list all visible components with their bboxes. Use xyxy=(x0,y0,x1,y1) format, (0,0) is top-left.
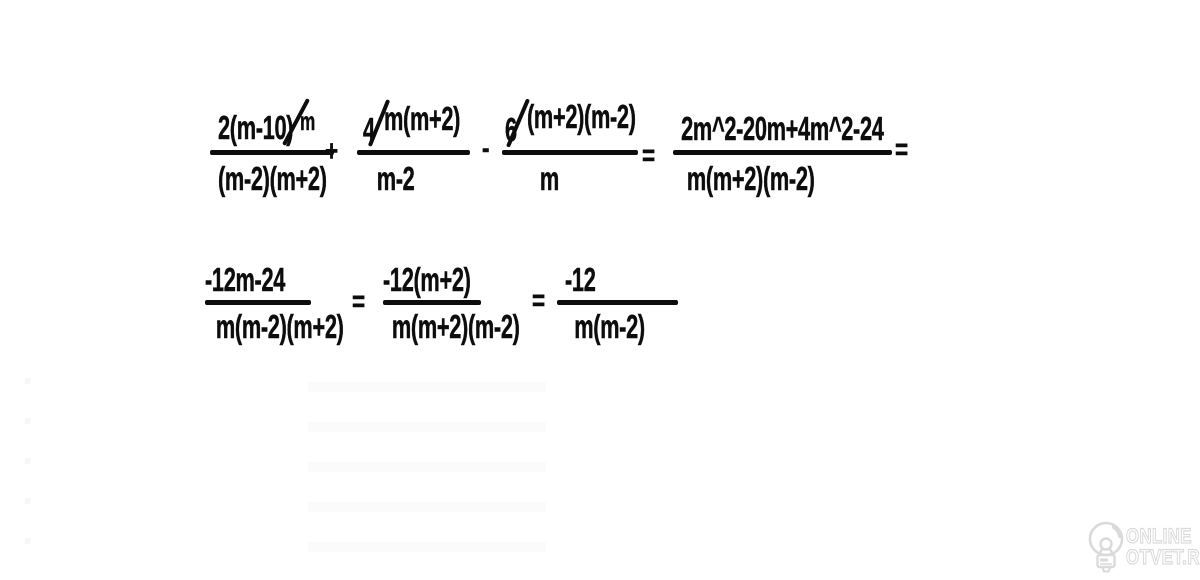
equals-operator: = xyxy=(895,133,909,166)
fraction-4-denominator: m(m+2)(m-2) xyxy=(673,155,892,201)
fraction-bar xyxy=(210,150,334,155)
numerator-text: 6 xyxy=(505,111,517,148)
numerator-text: 2m^2-20m+4m^2-24 xyxy=(681,110,884,147)
faint-watermark-pattern xyxy=(308,382,546,580)
fraction-bar xyxy=(673,150,892,155)
fraction-7-numerator: -12 xyxy=(557,254,678,300)
numerator-text: 2(m-10) xyxy=(218,109,294,146)
equals-operator: = xyxy=(642,139,656,172)
fraction-2-denominator: m-2 xyxy=(357,155,470,201)
fraction-7-denominator: m(m-2) xyxy=(557,305,678,347)
numerator-text: -12(m+2) xyxy=(383,261,471,298)
watermark-line2: OTVET.RU xyxy=(1126,546,1200,569)
site-watermark: ONLINE OTVET.RU xyxy=(1083,518,1200,576)
plus-operator: + xyxy=(325,135,339,168)
denominator-text: m(m+2)(m-2) xyxy=(686,159,815,197)
fraction-bar xyxy=(205,300,311,305)
extra-multiplier: m(m+2) xyxy=(384,100,461,137)
fraction-3-denominator: m xyxy=(502,155,638,201)
fraction-7: -12 m(m-2) xyxy=(557,254,678,347)
fraction-5: -12m-24 m(m-2)(m+2) xyxy=(205,254,345,347)
extra-multiplier: (m+2)(m-2) xyxy=(527,98,636,135)
fraction-4-numerator: 2m^2-20m+4m^2-24 xyxy=(673,98,892,150)
watermark-text: ONLINE OTVET.RU xyxy=(1126,525,1200,569)
denominator-text: m-2 xyxy=(376,159,415,197)
watermark-line1: ONLINE xyxy=(1126,525,1192,548)
equals-operator: = xyxy=(532,284,546,317)
fraction-bar xyxy=(357,150,470,155)
fraction-2: 4 m(m+2) m-2 xyxy=(357,98,470,201)
numerator-text: -12m-24 xyxy=(205,261,286,298)
fraction-6-numerator: -12(m+2) xyxy=(383,254,481,300)
denominator-text: m(m-2) xyxy=(574,307,645,345)
fraction-bar xyxy=(383,300,481,305)
denominator-text: m(m+2)(m-2) xyxy=(392,307,520,345)
fraction-5-denominator: m(m-2)(m+2) xyxy=(205,305,344,347)
equals-operator: = xyxy=(352,285,366,318)
fraction-4: 2m^2-20m+4m^2-24 m(m+2)(m-2) xyxy=(673,98,892,201)
fraction-bar xyxy=(502,150,638,155)
fraction-1-denominator: (m-2)(m+2) xyxy=(210,155,334,201)
fraction-3-numerator: 6 (m+2)(m-2) xyxy=(502,98,638,150)
faint-dotted-line xyxy=(25,378,30,578)
fraction-1: 2(m-10) m (m-2)(m+2) xyxy=(210,98,334,201)
fraction-6: -12(m+2) m(m+2)(m-2) xyxy=(383,254,521,347)
fraction-5-numerator: -12m-24 xyxy=(205,254,311,300)
fraction-6-denominator: m(m+2)(m-2) xyxy=(383,305,520,347)
extra-multiplier: m xyxy=(300,106,316,136)
denominator-text: (m-2)(m+2) xyxy=(217,159,327,197)
numerator-text: -12 xyxy=(565,261,596,298)
denominator-text: m xyxy=(539,159,559,197)
lightbulb-icon xyxy=(1088,521,1124,573)
denominator-text: m(m-2)(m+2) xyxy=(216,307,344,345)
minus-operator: - xyxy=(482,132,490,165)
fraction-1-numerator: 2(m-10) m xyxy=(210,98,334,150)
fraction-2-numerator: 4 m(m+2) xyxy=(357,98,470,150)
fraction-bar xyxy=(557,300,678,305)
fraction-3: 6 (m+2)(m-2) m xyxy=(502,98,638,201)
